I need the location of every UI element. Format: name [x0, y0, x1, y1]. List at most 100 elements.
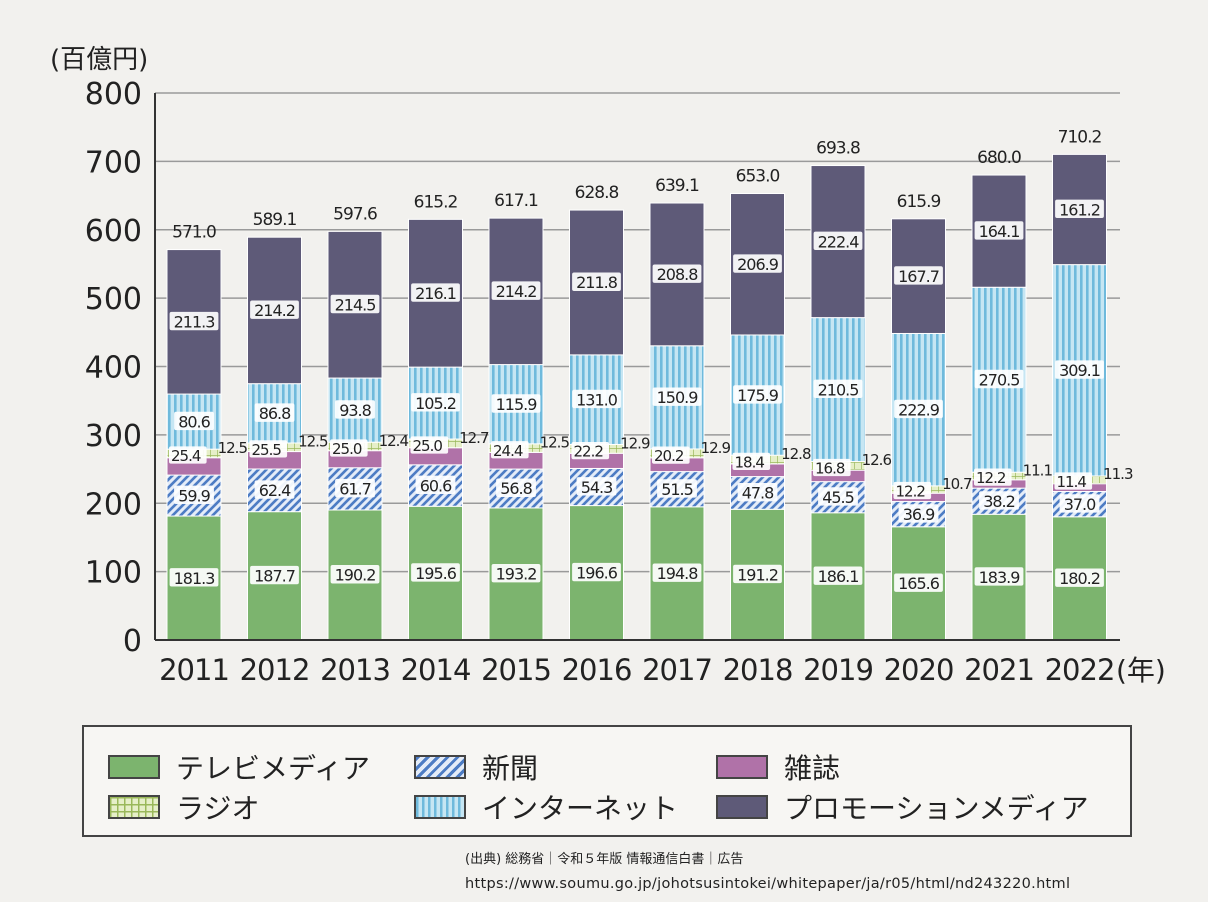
stacked-bar-chart: 181.3 59.9 25.4 12.5 80.6 211.3 571.0 187.7 62.4…	[50, 45, 1166, 687]
legend-swatch-promotion	[716, 795, 768, 819]
x-tick-label: 2016	[562, 653, 632, 687]
data-label-bg	[335, 478, 375, 498]
data-label-bg	[330, 565, 380, 584]
data-label-bg	[572, 562, 621, 582]
data-label-bg	[169, 311, 219, 331]
data-label-bg	[813, 566, 863, 585]
total-label: 615.9	[897, 192, 941, 212]
data-label-bg	[496, 478, 536, 497]
data-label-bg	[250, 565, 299, 585]
data-label-promotion: 214.5	[335, 295, 376, 314]
grid-lines	[155, 92, 1120, 573]
data-label-internet: 210.5	[818, 380, 859, 399]
data-label-magazine: 12.2	[976, 469, 1006, 487]
data-label-tv: 196.6	[576, 564, 618, 583]
data-label-bg	[813, 231, 863, 251]
legend-label-newspaper: 新聞	[482, 752, 539, 785]
data-label-magazine: 12.2	[896, 483, 926, 501]
data-label-bg	[254, 403, 295, 422]
legend-swatch-newspaper	[414, 755, 466, 779]
data-label-tv: 194.8	[657, 564, 699, 583]
data-label-promotion: 214.2	[254, 301, 295, 320]
legend-item-radio: ラジオ	[108, 787, 259, 827]
legend-swatch-radio	[108, 795, 160, 819]
data-label-promotion: 206.9	[737, 255, 779, 274]
data-label-tv: 187.7	[254, 567, 295, 586]
data-label-bg	[1055, 360, 1104, 379]
data-label-bg	[898, 504, 939, 523]
total-label: 639.1	[655, 176, 699, 196]
x-tick-label: 2014	[401, 653, 471, 687]
data-label-internet: 80.6	[178, 412, 210, 431]
data-label-internet: 115.9	[496, 395, 538, 414]
data-label-internet: 86.8	[259, 404, 291, 423]
data-label-bg	[737, 483, 778, 502]
data-label-newspaper: 54.3	[581, 478, 613, 497]
data-label-newspaper: 37.0	[1064, 495, 1096, 514]
data-label-tv: 181.3	[174, 569, 215, 588]
x-tick-label: 2022	[1045, 653, 1115, 687]
data-label-magazine: 18.4	[735, 453, 765, 471]
data-label-promotion: 211.3	[174, 313, 215, 332]
data-label-bg	[652, 264, 702, 283]
data-label-bg	[576, 477, 617, 496]
data-label-promotion: 161.2	[1059, 200, 1100, 219]
y-tick-label: 600	[85, 214, 142, 249]
data-label-magazine: 16.8	[815, 460, 845, 478]
data-label-bg	[894, 573, 943, 592]
data-label-promotion: 167.7	[898, 267, 939, 286]
legend-label-promotion: プロモーションメディア	[784, 792, 1089, 825]
data-label-bg	[894, 399, 943, 419]
legend-item-tv: テレビメディア	[108, 747, 370, 787]
data-label-tv: 180.2	[1059, 569, 1100, 588]
total-label: 589.1	[253, 210, 297, 230]
data-label-bg	[652, 387, 702, 406]
data-label-radio: 11.1	[1023, 461, 1053, 479]
data-label-internet: 270.5	[979, 370, 1020, 389]
bars	[166, 153, 1107, 641]
data-label-bg	[894, 266, 943, 285]
data-label-promotion: 211.8	[576, 273, 618, 292]
legend-item-magazine: 雑誌	[716, 747, 840, 787]
legend-swatch-internet	[414, 795, 466, 819]
data-label-radio: 12.8	[781, 445, 811, 463]
data-label-radio: 12.9	[620, 434, 650, 452]
data-label-bg	[893, 481, 932, 500]
data-label-newspaper: 60.6	[420, 476, 452, 495]
data-label-bg	[254, 480, 295, 499]
data-label-newspaper: 36.9	[903, 505, 935, 524]
bar-labels: 181.3 59.9 25.4 12.5 80.6 211.3 571.0 187.7 62.4…	[169, 127, 1134, 593]
data-label-promotion: 214.2	[496, 282, 537, 301]
source-credit: (出典) 総務省｜令和５年版 情報通信白書｜広告	[465, 852, 744, 867]
x-tick-label: 2013	[320, 653, 390, 687]
legend-item-newspaper: 新聞	[414, 747, 538, 787]
source-note: (出典) 総務省｜令和５年版 情報通信白書｜広告 https://www.sou…	[465, 848, 1070, 896]
data-label-newspaper: 56.8	[500, 479, 532, 498]
x-tick-label: 2019	[803, 653, 873, 687]
data-label-radio: 12.5	[540, 434, 570, 452]
axes: 0 100 200 300 400 500 600 700 800 2011 2012 2013 201…	[85, 77, 1120, 687]
data-label-internet: 175.9	[737, 386, 779, 405]
data-label-bg	[330, 294, 380, 314]
data-label-bg	[1054, 472, 1093, 490]
data-label-newspaper: 59.9	[178, 486, 210, 505]
data-label-bg	[652, 563, 702, 582]
data-label-internet: 309.1	[1059, 361, 1100, 380]
x-tick-label: 2018	[723, 653, 793, 687]
y-tick-label: 500	[85, 282, 142, 317]
y-tick-label: 300	[85, 419, 142, 454]
y-unit-label: (百億円)	[50, 45, 148, 75]
data-label-bg	[733, 564, 782, 584]
data-label-radio: 12.5	[218, 439, 248, 457]
data-label-internet: 93.8	[339, 401, 371, 420]
data-label-bg	[410, 436, 449, 454]
data-label-bg	[411, 283, 460, 302]
y-tick-label: 700	[85, 145, 142, 180]
data-label-promotion: 208.8	[657, 265, 699, 284]
data-label-bg	[1055, 568, 1104, 587]
data-label-radio: 12.6	[862, 451, 892, 469]
total-label: 653.0	[736, 167, 780, 187]
total-label: 680.0	[977, 148, 1021, 168]
data-label-radio: 12.7	[459, 429, 489, 447]
data-label-bg	[572, 272, 621, 291]
